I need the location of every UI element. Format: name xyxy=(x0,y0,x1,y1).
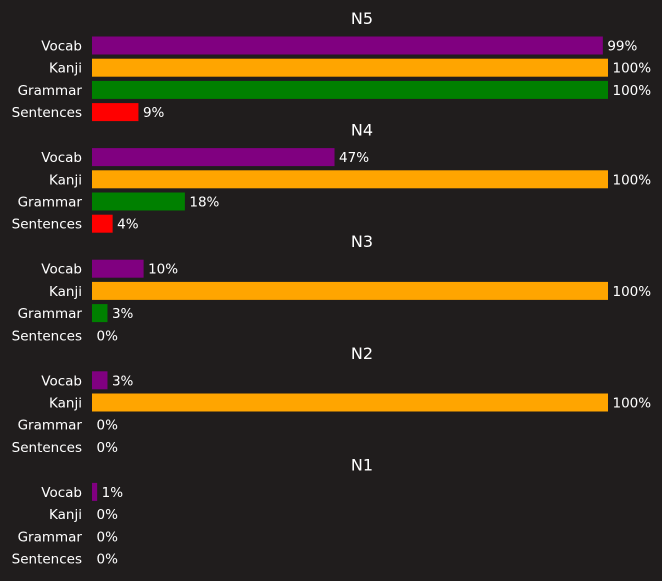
bar-vocab xyxy=(92,371,108,390)
panel-title: N5 xyxy=(351,9,373,28)
category-label-sentences: Sentences xyxy=(12,217,82,233)
category-label-grammar: Grammar xyxy=(18,195,83,211)
category-label-kanji: Kanji xyxy=(49,396,82,412)
category-label-kanji: Kanji xyxy=(49,284,82,300)
category-label-grammar: Grammar xyxy=(18,83,83,99)
bar-vocab xyxy=(92,482,98,501)
value-label-sentences: 0% xyxy=(97,328,119,344)
value-label-sentences: 4% xyxy=(117,217,139,233)
category-label-sentences: Sentences xyxy=(12,552,82,568)
category-label-grammar: Grammar xyxy=(18,306,83,322)
category-label-kanji: Kanji xyxy=(49,172,82,188)
value-label-grammar: 0% xyxy=(97,418,119,434)
panel-n1: N1 Vocab 1% Kanji 0% Grammar 0% Sentences 0% xyxy=(12,455,373,567)
value-label-sentences: 0% xyxy=(97,552,119,568)
bar-vocab xyxy=(92,148,335,167)
bar-kanji xyxy=(92,170,608,189)
panel-title: N2 xyxy=(351,344,373,363)
bar-sentences xyxy=(92,103,139,122)
value-label-vocab: 99% xyxy=(607,39,637,55)
bar-grammar xyxy=(92,304,108,323)
panel-title: N1 xyxy=(351,455,373,474)
category-label-kanji: Kanji xyxy=(49,61,82,77)
bar-kanji xyxy=(92,58,608,77)
value-label-vocab: 1% xyxy=(102,485,124,501)
panel-n3: N3 Vocab 10% Kanji 100% Grammar 3% Sentences 0% xyxy=(12,232,652,344)
panel-n4: N4 Vocab 47% Kanji 100% Grammar 18% Sentences 4% xyxy=(12,121,652,233)
value-label-grammar: 100% xyxy=(613,83,652,99)
bar-kanji xyxy=(92,281,608,300)
panel-title: N3 xyxy=(351,232,373,251)
panel-n2: N2 Vocab 3% Kanji 100% Grammar 0% Sentences 0% xyxy=(12,344,652,456)
bar-grammar xyxy=(92,80,608,99)
category-label-vocab: Vocab xyxy=(41,262,82,278)
value-label-grammar: 0% xyxy=(97,529,119,545)
bar-kanji xyxy=(92,393,608,412)
bar-sentences xyxy=(92,214,113,233)
panel-title: N4 xyxy=(351,121,373,140)
value-label-grammar: 18% xyxy=(189,195,219,211)
category-label-sentences: Sentences xyxy=(12,328,82,344)
bar-vocab xyxy=(92,259,144,278)
category-label-grammar: Grammar xyxy=(18,529,83,545)
value-label-kanji: 100% xyxy=(613,284,652,300)
value-label-kanji: 100% xyxy=(613,61,652,77)
value-label-sentences: 9% xyxy=(143,105,165,121)
value-label-vocab: 3% xyxy=(112,373,134,389)
value-label-vocab: 47% xyxy=(339,150,369,166)
category-label-sentences: Sentences xyxy=(12,440,82,456)
value-label-grammar: 3% xyxy=(112,306,134,322)
category-label-kanji: Kanji xyxy=(49,507,82,523)
category-label-vocab: Vocab xyxy=(41,150,82,166)
panel-n5: N5 Vocab 99% Kanji 100% Grammar 100% Sentences 9… xyxy=(12,9,652,122)
bar-grammar xyxy=(92,192,185,211)
value-label-kanji: 0% xyxy=(97,507,119,523)
category-label-grammar: Grammar xyxy=(18,418,83,434)
value-label-sentences: 0% xyxy=(97,440,119,456)
category-label-vocab: Vocab xyxy=(41,373,82,389)
bar-vocab xyxy=(92,36,603,55)
value-label-kanji: 100% xyxy=(613,396,652,412)
value-label-kanji: 100% xyxy=(613,172,652,188)
category-label-sentences: Sentences xyxy=(12,105,82,121)
category-label-vocab: Vocab xyxy=(41,39,82,55)
category-label-vocab: Vocab xyxy=(41,485,82,501)
value-label-vocab: 10% xyxy=(148,262,178,278)
